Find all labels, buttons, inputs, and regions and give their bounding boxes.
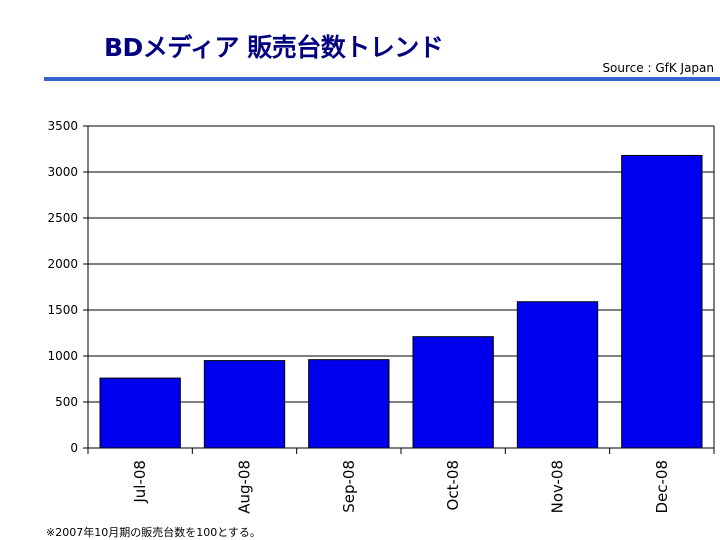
- bar: [412, 336, 494, 449]
- page-title: BDメディア 販売台数トレンド: [104, 33, 444, 62]
- x-tick-label: Sep-08: [340, 460, 358, 513]
- x-tick-label: Aug-08: [236, 460, 254, 514]
- y-tick-label: 1500: [47, 303, 78, 317]
- y-tick-label: 3500: [47, 119, 78, 133]
- source-note: Source : GfK Japan: [602, 61, 714, 75]
- y-tick-label: 0: [70, 441, 78, 455]
- y-axis: 0 500 1000 1500 2000 2500 3000 3500: [47, 119, 715, 455]
- x-tick-label: Nov-08: [549, 460, 567, 513]
- x-axis: Jul-08 Aug-08 Sep-08 Oct-08 Nov-08 Dec-08: [87, 447, 715, 514]
- footnote: ※2007年10月期の販売台数を100とする。: [46, 526, 261, 539]
- x-tick-label: Dec-08: [653, 460, 671, 514]
- y-tick-label: 2000: [47, 257, 78, 271]
- bars: [99, 154, 703, 449]
- x-tick-label: Jul-08: [131, 460, 149, 504]
- y-tick-label: 1000: [47, 349, 78, 363]
- bar: [203, 360, 286, 449]
- y-tick-label: 2500: [47, 211, 78, 225]
- bar: [621, 154, 703, 449]
- bar: [308, 359, 390, 449]
- title-divider: [44, 77, 720, 81]
- bar: [99, 377, 181, 449]
- x-tick-label: Oct-08: [444, 460, 462, 510]
- bar: [516, 301, 599, 449]
- y-tick-label: 500: [55, 395, 78, 409]
- y-tick-label: 3000: [47, 165, 78, 179]
- gridlines: [88, 125, 714, 449]
